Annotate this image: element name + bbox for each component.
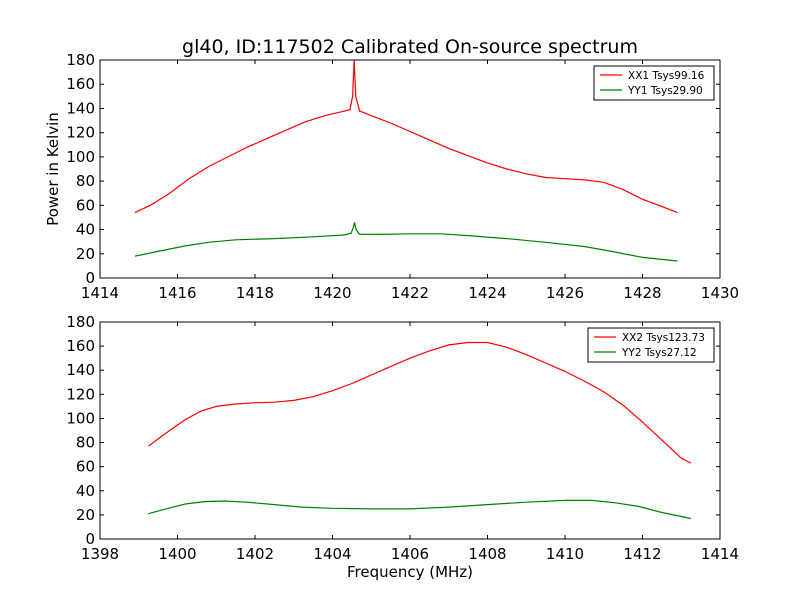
x-tick-label: 1420	[313, 284, 351, 302]
y-tick-label: 0	[85, 530, 95, 548]
y-tick-label: 100	[66, 409, 95, 427]
y-tick-label: 0	[85, 269, 95, 287]
x-tick-label: 1428	[623, 284, 661, 302]
x-tick-label: 1416	[158, 284, 196, 302]
x-tick-label: 1426	[546, 284, 584, 302]
y-axis-label: Power in Kelvin	[44, 112, 62, 226]
y-tick-label: 160	[66, 337, 95, 355]
x-tick-label: 1398	[81, 545, 119, 563]
y-tick-label: 40	[76, 221, 95, 239]
legend-box	[593, 65, 715, 101]
x-tick-label: 1402	[236, 545, 274, 563]
x-tick-label: 1414	[701, 545, 739, 563]
x-tick-label: 1424	[468, 284, 506, 302]
legend-label: XX2 Tsys123.73	[622, 332, 705, 344]
y-tick-label: 160	[66, 75, 95, 93]
legend-1: XX1 Tsys99.16 YY1 Tsys29.90	[593, 65, 715, 101]
chart-title: gl40, ID:117502 Calibrated On-source spe…	[182, 36, 638, 58]
x-tick-label: 1412	[623, 545, 661, 563]
series-line-2-1	[148, 341, 692, 464]
y-tick-label: 20	[76, 245, 95, 263]
y-tick-label: 60	[76, 458, 95, 476]
x-tick-label: 1430	[701, 284, 739, 302]
legend-label: YY2 Tsys27.12	[621, 347, 697, 359]
y-tick-label: 140	[66, 99, 95, 117]
legend-label: XX1 Tsys99.16	[628, 70, 705, 82]
x-axis-label: Frequency (MHz)	[347, 563, 473, 581]
y-tick-label: 80	[76, 172, 95, 190]
y-tick-label: 80	[76, 434, 95, 452]
x-tick-label: 1404	[313, 545, 351, 563]
y-tick-label: 140	[66, 361, 95, 379]
y-tick-label: 120	[66, 124, 95, 142]
series-line-1-1	[134, 60, 678, 214]
y-tick-label: 120	[66, 385, 95, 403]
x-tick-label: 1406	[391, 545, 429, 563]
legend-label: YY1 Tsys29.90	[627, 85, 703, 97]
x-tick-label: 1410	[546, 545, 584, 563]
y-tick-label: 100	[66, 148, 95, 166]
legend-2: XX2 Tsys123.73 YY2 Tsys27.12	[587, 327, 715, 363]
y-tick-label: 180	[66, 51, 95, 69]
chart-panel-1: 1414 1416 1418 1420 1422 1424 1426 1428 1430 0 20 4…	[44, 51, 739, 302]
x-tick-label: 1418	[236, 284, 274, 302]
y-tick-label: 20	[76, 506, 95, 524]
y-tick-label: 40	[76, 482, 95, 500]
x-tick-label: 1408	[468, 545, 506, 563]
series-line-1-2	[134, 222, 678, 262]
x-tick-label: 1422	[391, 284, 429, 302]
y-tick-label: 60	[76, 196, 95, 214]
x-tick-label: 1414	[81, 284, 119, 302]
y-tick-label: 180	[66, 313, 95, 331]
x-tick-label: 1400	[158, 545, 196, 563]
series-line-2-2	[148, 499, 692, 520]
chart-panel-2: 1398 1400 1402 1404 1406 1408 1410 1412 1414 0 20 4…	[66, 313, 739, 581]
legend-box	[587, 327, 715, 363]
panels: 1414 1416 1418 1420 1422 1424 1426 1428 1430 0 20 4…	[44, 51, 739, 581]
